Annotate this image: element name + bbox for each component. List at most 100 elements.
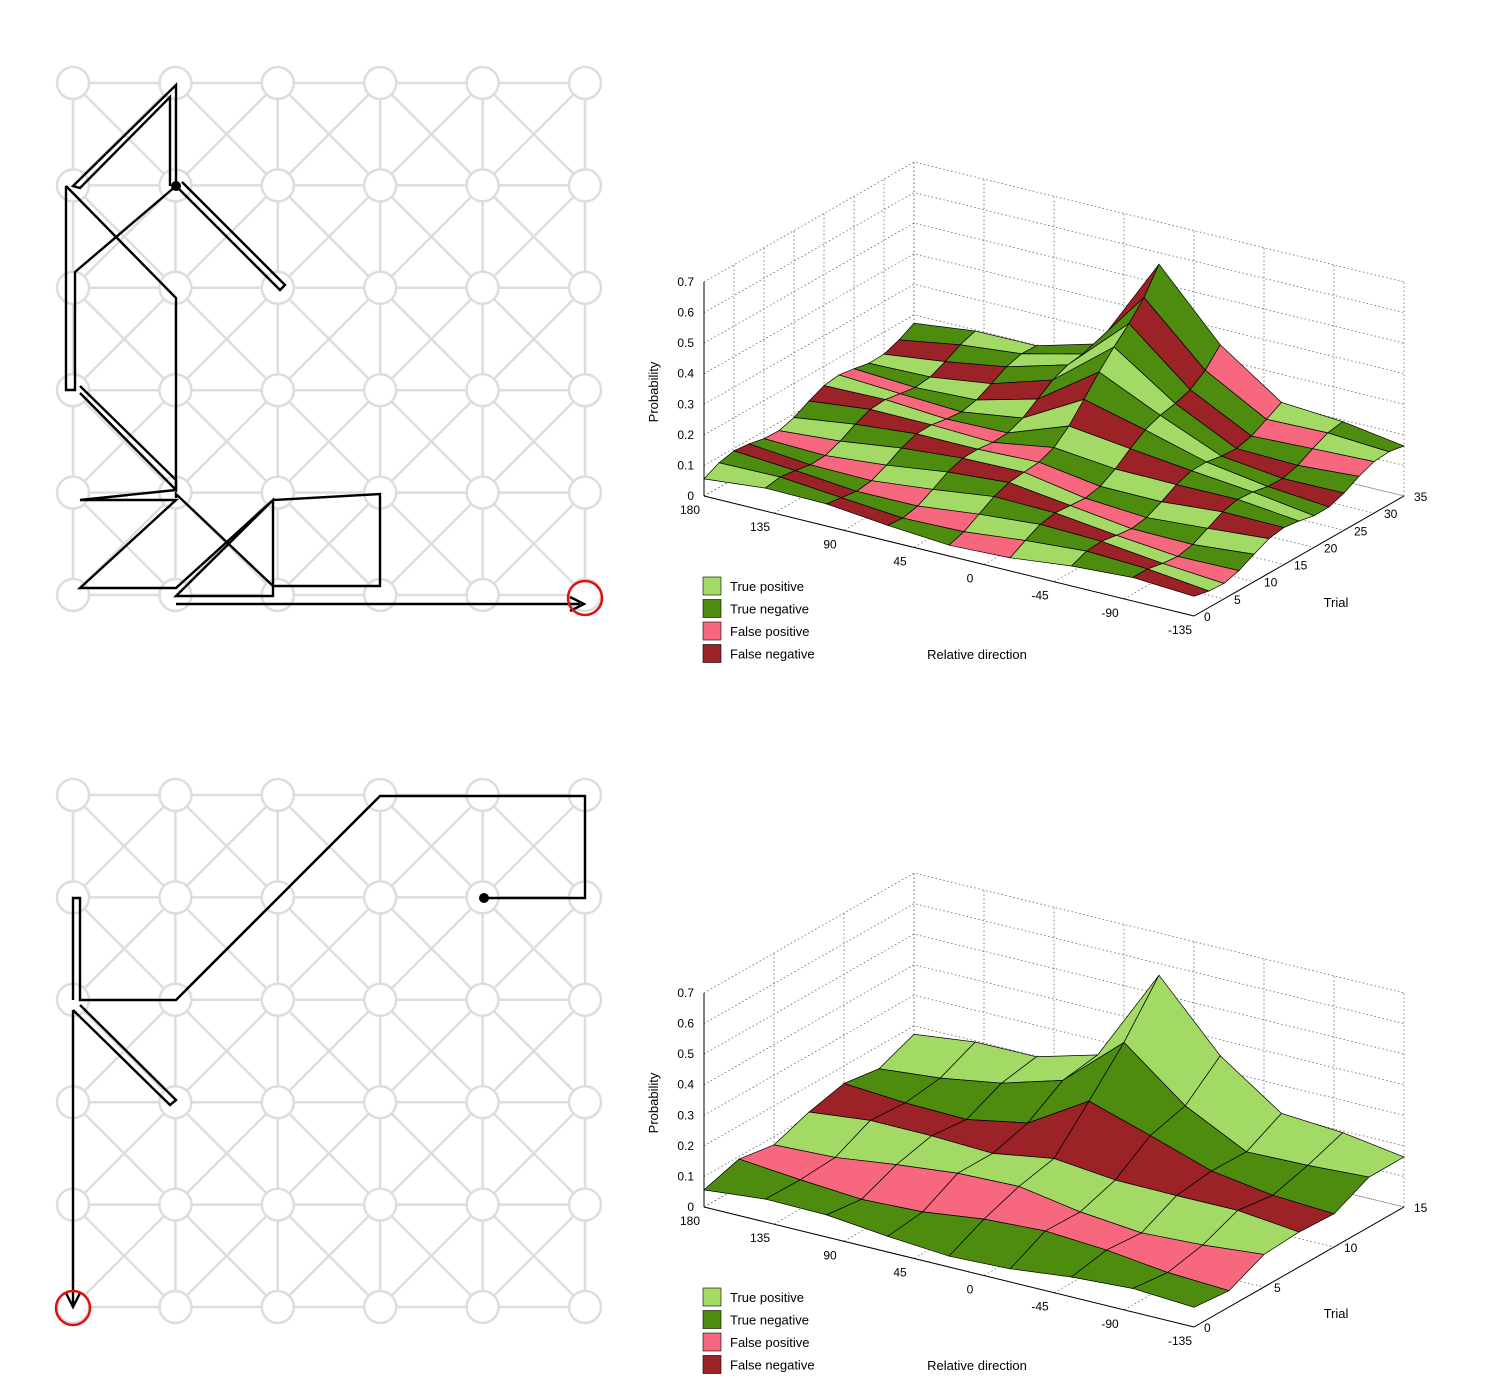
grid-edge	[72, 794, 177, 899]
grid-edge	[174, 389, 279, 494]
grid-maze-bottom	[54, 777, 603, 1327]
grid-edge	[379, 184, 484, 289]
grid-node	[260, 1084, 296, 1120]
gridline	[703, 253, 1405, 375]
grid-edge	[379, 82, 484, 187]
grid-edge	[276, 896, 382, 1001]
grid-node	[260, 372, 296, 408]
y-tick-label: 5	[1234, 593, 1241, 607]
grid-node	[465, 1289, 500, 1325]
grid-node	[465, 168, 500, 203]
legend: True positive True negative False positive…	[702, 576, 815, 663]
gridline	[703, 994, 1405, 1116]
grid-edge	[379, 286, 484, 392]
grid-maze-top	[55, 65, 604, 617]
z-tick-label: 0.2	[677, 428, 694, 442]
grid-node	[465, 372, 500, 408]
gridline	[703, 314, 1405, 436]
x-tick-label: 180	[680, 1214, 700, 1228]
x-axis-line	[703, 1206, 1195, 1328]
legend-label: False negative	[730, 1358, 815, 1373]
surface-chart-top: 180 135 90 45 0 -45 -90 -135 0 5 10 15 20 25 30 35 0 0.1 0…	[646, 161, 1428, 663]
grid-edge	[379, 491, 484, 596]
grid-edge	[72, 998, 177, 1104]
x-tick-label: -135	[1168, 623, 1192, 637]
y-tick-label: 35	[1414, 490, 1428, 504]
z-tick-label: 0.5	[677, 336, 694, 350]
axis-lines	[703, 282, 1405, 617]
grid-node	[158, 1289, 193, 1325]
grid-node	[55, 65, 91, 101]
grid-edge	[174, 1101, 279, 1206]
x-tick-label: 45	[893, 1265, 907, 1279]
z-tick-label: 0.6	[677, 1017, 694, 1031]
grid-edge	[481, 896, 586, 1001]
z-tick-label: 0	[687, 489, 694, 503]
y-tick-label: 10	[1344, 1241, 1358, 1255]
grid-node	[55, 270, 91, 306]
grid-node	[260, 475, 296, 510]
gridline	[703, 222, 1405, 344]
grid-node	[465, 270, 500, 306]
grid-edge	[72, 389, 177, 494]
target-node-marker	[54, 1289, 92, 1327]
z-tick-label: 0.3	[677, 397, 694, 411]
grid-edge	[174, 998, 279, 1104]
grid-edge	[174, 82, 279, 187]
grid-edge	[481, 184, 586, 289]
grid-edge	[379, 896, 484, 1001]
agent-path-top	[64, 82, 580, 606]
grid-node	[465, 1187, 500, 1222]
grid-node	[465, 1084, 500, 1120]
grid-edge	[379, 998, 484, 1104]
grid-edge	[276, 1101, 382, 1206]
y-axis-line	[1193, 495, 1405, 617]
grid-node	[362, 1289, 398, 1325]
grid-node	[567, 1187, 603, 1222]
grid-node	[362, 65, 398, 101]
y-tick-label: 5	[1274, 1281, 1281, 1295]
start-node-marker	[479, 893, 489, 903]
z-tick-label: 0.5	[677, 1047, 694, 1061]
grid-edge	[276, 82, 382, 187]
grid-edge	[379, 389, 484, 494]
surface-chart-bottom: 180 135 90 45 0 -45 -90 -135 0 5 10 15 0 0.1 0.2 0.3 0.4…	[646, 872, 1428, 1374]
z-tick-label: 0	[687, 1200, 694, 1214]
z-tick-label: 0.7	[677, 986, 694, 1000]
legend-label: True positive	[730, 1290, 804, 1305]
legend-label: True negative	[730, 602, 809, 617]
y-tick-label: 0	[1204, 1321, 1211, 1335]
grid-edge	[276, 491, 382, 596]
z-tick-label: 0.1	[677, 1169, 694, 1183]
grid-node	[465, 475, 500, 510]
grid-edge	[481, 1203, 586, 1308]
grid-edge	[481, 794, 586, 899]
surface-patch	[1131, 568, 1211, 597]
x-tick-label: -90	[1101, 1317, 1119, 1331]
legend-swatch	[702, 576, 722, 596]
grid-edge	[276, 1203, 382, 1308]
legend-swatch	[702, 644, 722, 663]
grid-edge	[174, 286, 279, 392]
y-tick-label: 10	[1264, 576, 1278, 590]
path-segment	[64, 185, 177, 392]
arrow-head-icon	[569, 595, 587, 613]
z-tick-label: 0.6	[677, 306, 694, 320]
z-tick-label: 0.1	[677, 458, 694, 472]
grid-node	[158, 1084, 193, 1120]
grid-node	[362, 1084, 398, 1120]
x-tick-label: 90	[823, 1248, 837, 1262]
x-tick-label: 135	[750, 1231, 770, 1245]
start-node-marker	[171, 181, 181, 191]
grid-edge	[72, 1203, 177, 1308]
grid-node	[567, 1084, 603, 1120]
legend-swatch	[702, 621, 722, 641]
gridline	[703, 964, 1405, 1086]
path-segment	[65, 185, 178, 490]
grid-edge	[276, 998, 382, 1104]
arrow-head-icon	[64, 1292, 82, 1310]
grid-edge	[481, 286, 586, 392]
path-segment	[72, 1004, 178, 1107]
z-tick-label: 0.7	[677, 275, 694, 289]
legend-swatch	[702, 1310, 722, 1329]
